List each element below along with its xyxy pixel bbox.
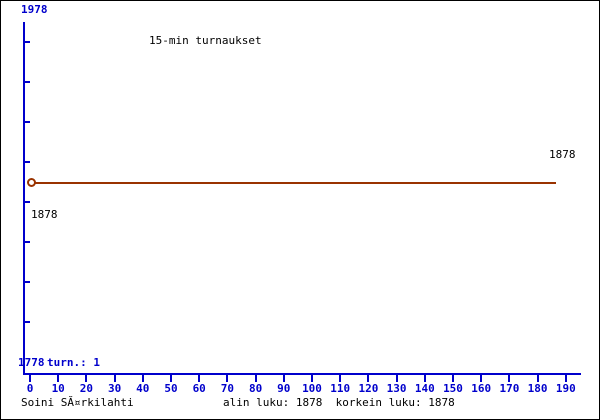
y-axis-min-label: 1778 (18, 356, 45, 369)
x-axis-tick-label: 30 (107, 382, 122, 395)
y-axis-tick (23, 321, 30, 323)
y-axis-tick (23, 241, 30, 243)
x-axis-tick (339, 373, 342, 382)
x-axis-tick-label: 40 (136, 382, 150, 395)
x-axis-tick-label: 50 (164, 382, 178, 395)
x-axis-tick (29, 373, 31, 382)
x-axis-tick (367, 373, 370, 382)
x-axis-tick (564, 373, 567, 382)
x-axis-tick (170, 373, 172, 382)
y-axis-tick (23, 161, 30, 163)
x-axis-tick-label: 110 (330, 382, 351, 395)
x-axis-tick-label: 140 (414, 382, 435, 395)
tournament-count-label: turn.: 1 (47, 356, 100, 369)
y-axis-tick (23, 81, 30, 83)
x-axis-tick (141, 373, 144, 382)
min-max-stats-text: alin luku: 1878 korkein luku: 1878 (223, 396, 455, 409)
x-axis-tick-label: 0 (26, 382, 34, 395)
x-axis-tick-label: 90 (277, 382, 291, 395)
x-axis-tick (423, 373, 426, 382)
x-axis-tick-label: 70 (220, 382, 235, 395)
chart-title: 15-min turnaukset (149, 34, 262, 47)
x-axis-tick (226, 373, 229, 382)
rating-series-line (35, 182, 556, 184)
x-axis-tick-label: 180 (527, 382, 548, 395)
x-axis-tick-label: 20 (79, 382, 94, 395)
player-name: Soini SĂ¤rkilahti (21, 396, 134, 409)
x-axis-tick (508, 373, 511, 382)
y-axis-tick (23, 121, 30, 123)
x-axis-tick-label: 150 (443, 382, 463, 395)
y-axis-line (23, 22, 25, 375)
x-axis-tick (395, 373, 398, 382)
x-axis-tick (198, 373, 201, 382)
x-axis-tick-label: 170 (499, 382, 520, 395)
x-axis-tick (57, 373, 60, 382)
x-axis-tick (113, 373, 116, 382)
x-axis-tick-label: 130 (386, 382, 407, 395)
x-axis-tick-label: 120 (358, 382, 379, 395)
x-axis-tick-label: 160 (471, 382, 492, 395)
y-axis-tick (23, 201, 30, 203)
x-axis-tick (254, 373, 257, 382)
data-point-open-circle-icon (27, 178, 36, 187)
x-axis-tick (480, 373, 483, 382)
y-axis-tick (23, 281, 30, 283)
x-axis-tick (311, 373, 313, 382)
series-end-value-label: 1878 (549, 148, 576, 161)
x-axis-tick-label: 60 (192, 382, 206, 395)
x-axis-tick-label: 80 (248, 382, 263, 395)
x-axis-tick (536, 373, 539, 382)
y-axis-max-label: 1978 (21, 3, 48, 16)
x-axis-tick-label: 100 (302, 382, 322, 395)
x-axis-tick-label: 190 (555, 382, 576, 395)
x-axis-line (23, 373, 581, 375)
x-axis-tick-label: 10 (51, 382, 65, 395)
x-axis-tick (452, 373, 454, 382)
series-start-value-label: 1878 (31, 208, 58, 221)
x-axis-tick (282, 373, 285, 382)
y-axis-tick (23, 41, 30, 43)
x-axis-tick (85, 373, 88, 382)
